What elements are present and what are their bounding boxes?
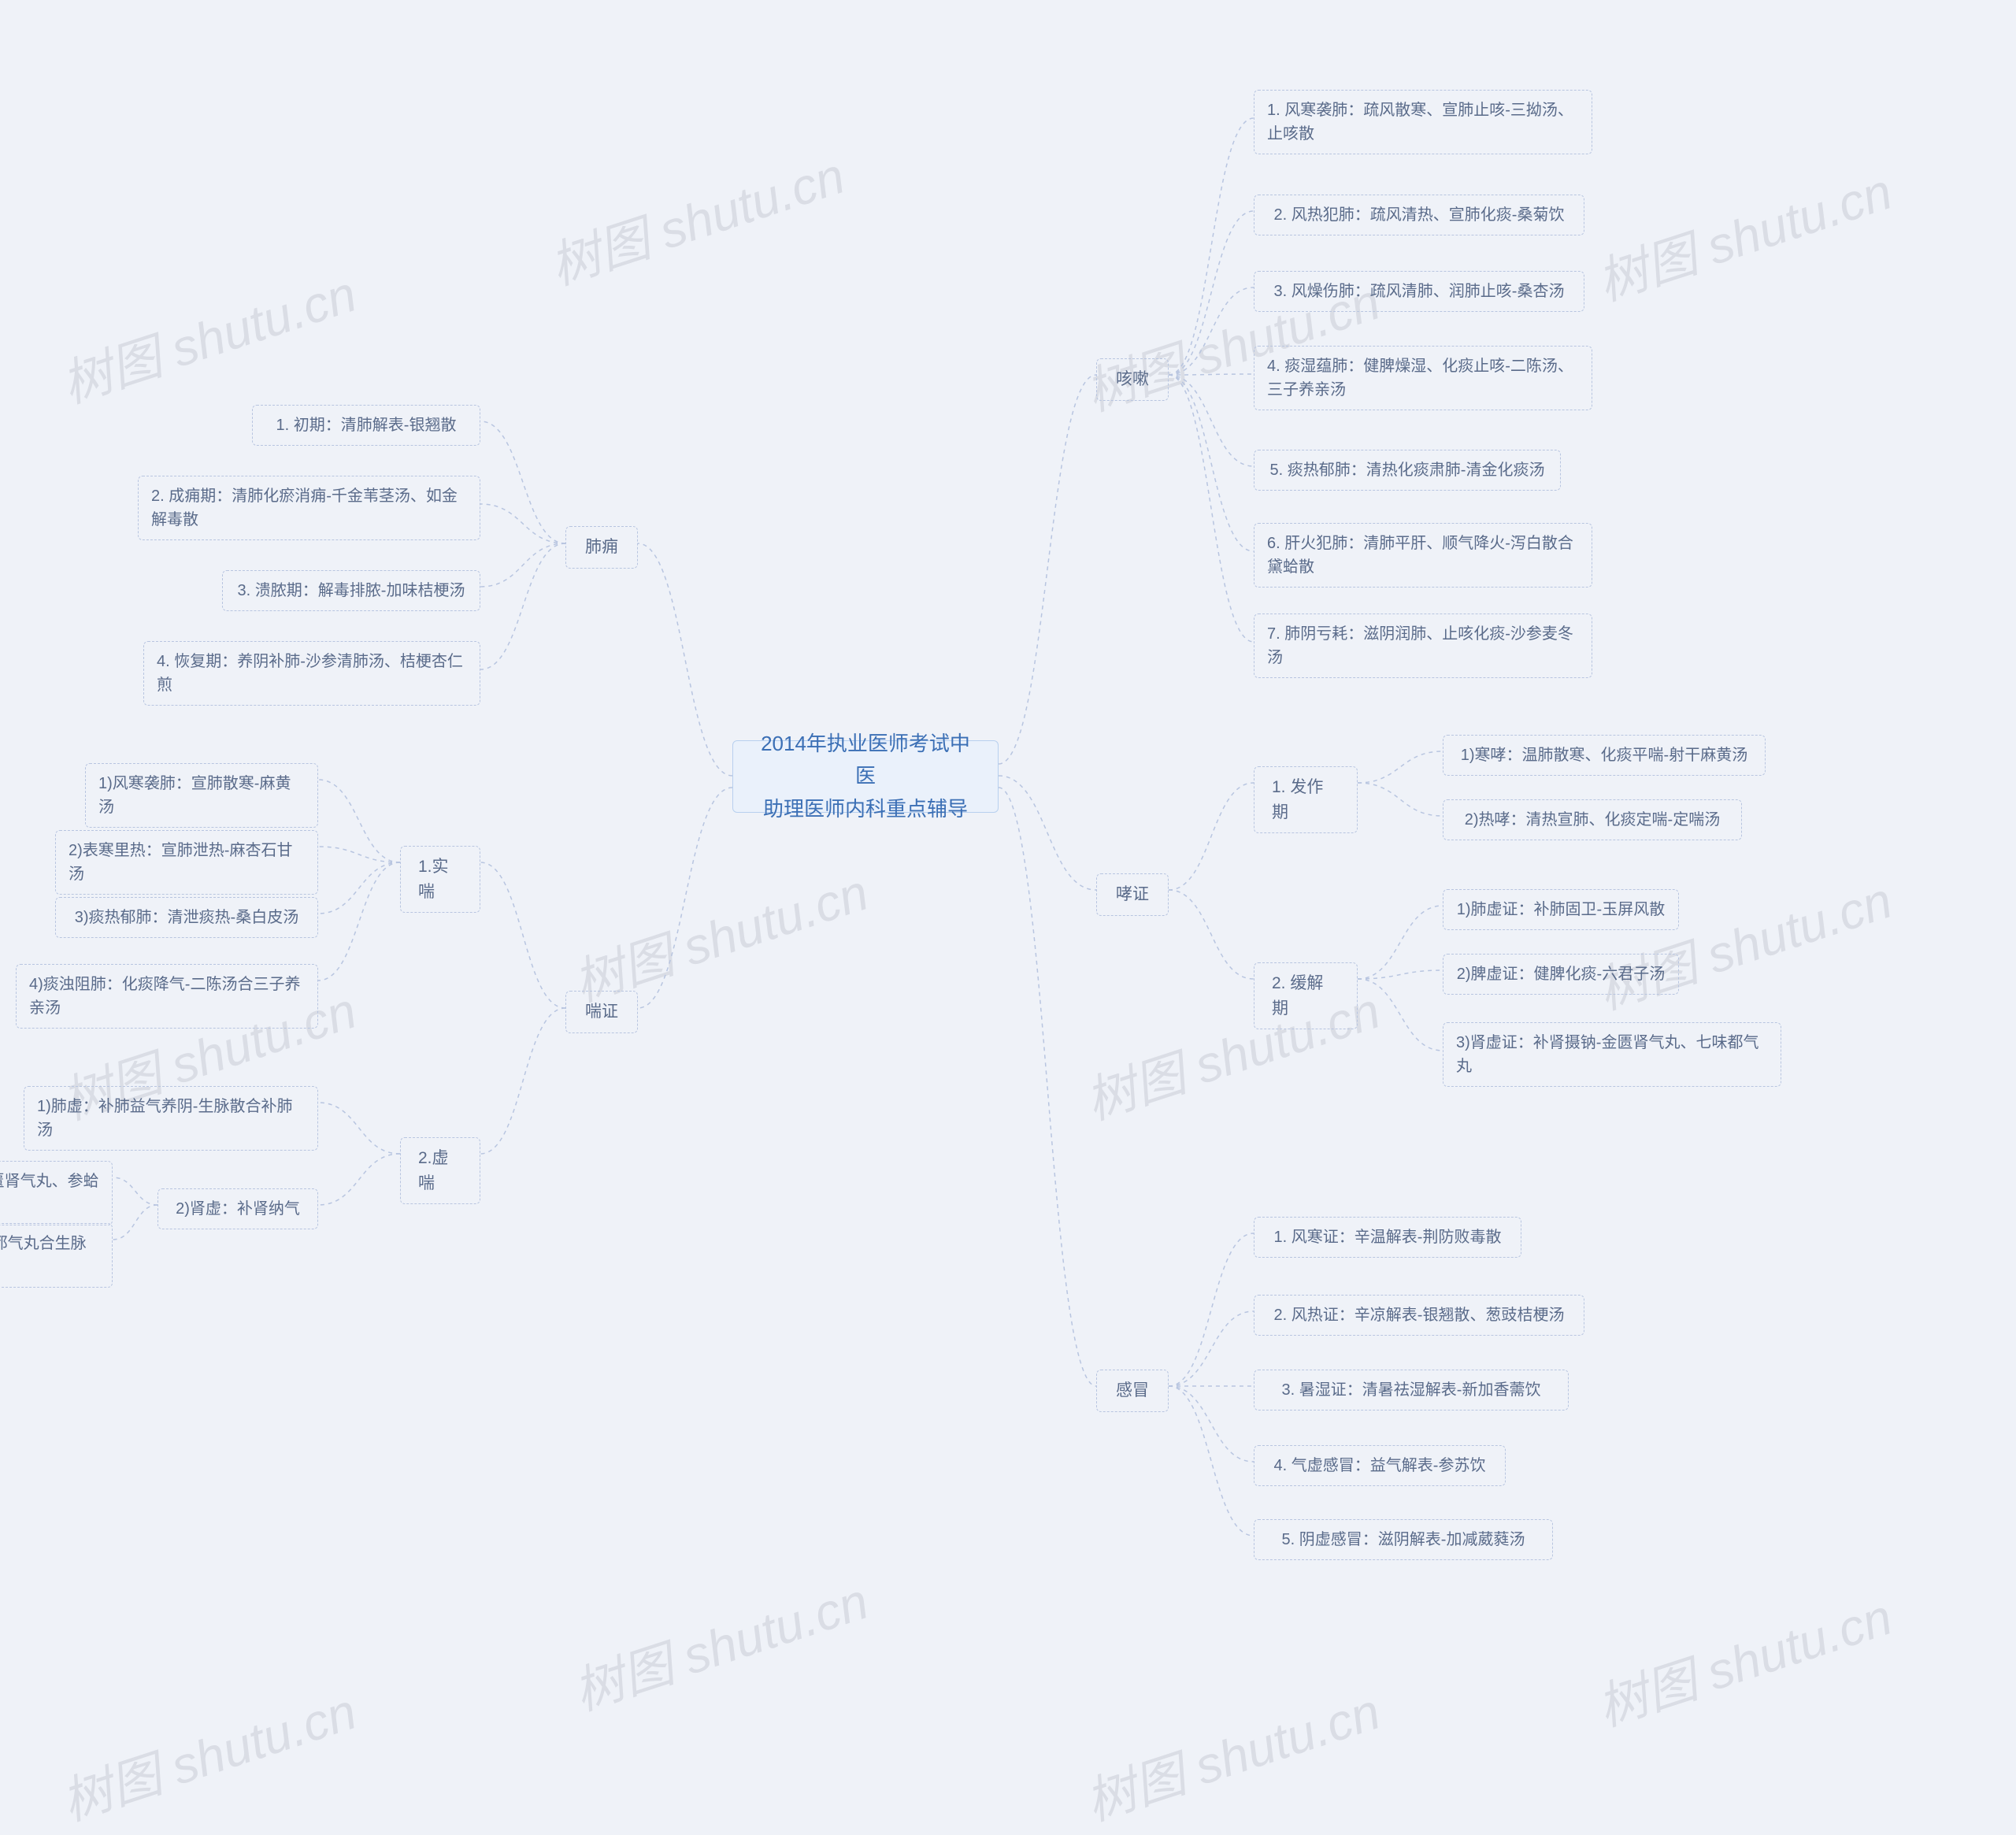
label: 喘证 xyxy=(585,999,618,1025)
leaf-kesou-6[interactable]: 6. 肝火犯肺：清肺平肝、顺气降火-泻白散合黛蛤散 xyxy=(1254,523,1592,588)
text: 1)风寒袭肺：宣肺散寒-麻黄汤 xyxy=(98,772,305,819)
label: 2.虚喘 xyxy=(418,1146,462,1196)
leaf-xuchuan-1[interactable]: 1)肺虚：补肺益气养阴-生脉散合补肺汤 xyxy=(24,1086,318,1151)
text: 2)表寒里热：宣肺泄热-麻杏石甘汤 xyxy=(69,839,305,886)
leaf-shenyin[interactable]: 肾阴虚-七味都气丸合生脉散 xyxy=(0,1223,113,1288)
text: 2. 风热证：辛凉解表-银翘散、葱豉桔梗汤 xyxy=(1274,1303,1565,1327)
watermark: 树图 shutu.cn xyxy=(51,254,364,417)
leaf-kesou-2[interactable]: 2. 风热犯肺：疏风清热、宣肺化痰-桑菊饮 xyxy=(1254,195,1584,235)
branch-chuanzheng[interactable]: 喘证 xyxy=(565,991,638,1033)
label: 感冒 xyxy=(1116,1378,1149,1403)
branch-xiaozh[interactable]: 哮证 xyxy=(1096,873,1169,916)
label: 咳嗽 xyxy=(1116,367,1149,392)
watermark: 树图 shutu.cn xyxy=(1587,1577,1899,1740)
watermark: 树图 shutu.cn xyxy=(51,1671,364,1834)
branch-huanjieqi[interactable]: 2. 缓解期 xyxy=(1254,962,1358,1029)
text: 3)痰热郁肺：清泄痰热-桑白皮汤 xyxy=(75,906,298,929)
watermark: 树图 shutu.cn xyxy=(1587,151,1899,314)
text: 2. 风热犯肺：疏风清热、宣肺化痰-桑菊饮 xyxy=(1274,203,1565,227)
leaf-kesou-3[interactable]: 3. 风燥伤肺：疏风清肺、润肺止咳-桑杏汤 xyxy=(1254,271,1584,312)
branch-shichuan[interactable]: 1.实喘 xyxy=(400,846,480,913)
leaf-fazuo-1[interactable]: 1)寒哮：温肺散寒、化痰平喘-射干麻黄汤 xyxy=(1443,735,1766,776)
text: 2)脾虚证：健脾化痰-六君子汤 xyxy=(1457,962,1665,986)
text: 1. 风寒证：辛温解表-荆防败毒散 xyxy=(1274,1225,1502,1249)
leaf-feiyong-3[interactable]: 3. 溃脓期：解毒排脓-加味桔梗汤 xyxy=(222,570,480,611)
text: 1)寒哮：温肺散寒、化痰平喘-射干麻黄汤 xyxy=(1461,743,1747,767)
leaf-huanjie-1[interactable]: 1)肺虚证：补肺固卫-玉屏风散 xyxy=(1443,889,1679,930)
leaf-ganmao-4[interactable]: 4. 气虚感冒：益气解表-参苏饮 xyxy=(1254,1445,1506,1486)
text: 2. 成痈期：清肺化瘀消痈-千金苇茎汤、如金解毒散 xyxy=(151,484,467,532)
watermark: 树图 shutu.cn xyxy=(1075,1671,1388,1834)
leaf-kesou-1[interactable]: 1. 风寒袭肺：疏风散寒、宣肺止咳-三拗汤、止咳散 xyxy=(1254,90,1592,154)
text: 肾阳虚-金匮肾气丸、参蛤散 xyxy=(0,1170,99,1217)
leaf-ganmao-3[interactable]: 3. 暑湿证：清暑祛湿解表-新加香薷饮 xyxy=(1254,1370,1569,1411)
text: 肾阴虚-七味都气丸合生脉散 xyxy=(0,1232,99,1279)
branch-xuchuan[interactable]: 2.虚喘 xyxy=(400,1137,480,1204)
text: 4. 气虚感冒：益气解表-参苏饮 xyxy=(1274,1454,1486,1477)
leaf-shichuan-4[interactable]: 4)痰浊阻肺：化痰降气-二陈汤合三子养亲汤 xyxy=(16,964,318,1029)
leaf-shichuan-2[interactable]: 2)表寒里热：宣肺泄热-麻杏石甘汤 xyxy=(55,830,318,895)
label: 2. 缓解期 xyxy=(1272,971,1340,1021)
text: 3)肾虚证：补肾摄钠-金匮肾气丸、七味都气丸 xyxy=(1456,1031,1768,1078)
text: 1)肺虚：补肺益气养阴-生脉散合补肺汤 xyxy=(37,1095,305,1142)
leaf-feiyong-4[interactable]: 4. 恢复期：养阴补肺-沙参清肺汤、桔梗杏仁煎 xyxy=(143,641,480,706)
label: 1. 发作期 xyxy=(1272,775,1340,825)
text: 5. 阴虚感冒：滋阴解表-加减葳蕤汤 xyxy=(1282,1528,1525,1551)
text: 1)肺虚证：补肺固卫-玉屏风散 xyxy=(1457,898,1665,921)
label: 肺痈 xyxy=(585,535,618,560)
branch-fazuoqi[interactable]: 1. 发作期 xyxy=(1254,766,1358,833)
leaf-kesou-7[interactable]: 7. 肺阴亏耗：滋阴润肺、止咳化痰-沙参麦冬汤 xyxy=(1254,614,1592,678)
leaf-huanjie-3[interactable]: 3)肾虚证：补肾摄钠-金匮肾气丸、七味都气丸 xyxy=(1443,1022,1781,1087)
watermark: 树图 shutu.cn xyxy=(563,1561,876,1724)
text: 4. 痰湿蕴肺：健脾燥湿、化痰止咳-二陈汤、三子养亲汤 xyxy=(1267,354,1579,402)
leaf-shichuan-1[interactable]: 1)风寒袭肺：宣肺散寒-麻黄汤 xyxy=(85,763,318,828)
text: 4)痰浊阻肺：化痰降气-二陈汤合三子养亲汤 xyxy=(29,973,305,1020)
leaf-shichuan-3[interactable]: 3)痰热郁肺：清泄痰热-桑白皮汤 xyxy=(55,897,318,938)
branch-feiyong[interactable]: 肺痈 xyxy=(565,526,638,569)
text: 6. 肝火犯肺：清肺平肝、顺气降火-泻白散合黛蛤散 xyxy=(1267,532,1579,579)
text: 7. 肺阴亏耗：滋阴润肺、止咳化痰-沙参麦冬汤 xyxy=(1267,622,1579,669)
watermark: 树图 shutu.cn xyxy=(1587,860,1899,1023)
leaf-huanjie-2[interactable]: 2)脾虚证：健脾化痰-六君子汤 xyxy=(1443,954,1679,995)
text: 2)热哮：清热宣肺、化痰定喘-定喘汤 xyxy=(1465,808,1720,832)
leaf-shenyang[interactable]: 肾阳虚-金匮肾气丸、参蛤散 xyxy=(0,1161,113,1225)
branch-kesou[interactable]: 咳嗽 xyxy=(1096,358,1169,401)
leaf-kesou-5[interactable]: 5. 痰热郁肺：清热化痰肃肺-清金化痰汤 xyxy=(1254,450,1561,491)
watermark: 树图 shutu.cn xyxy=(539,135,852,298)
leaf-ganmao-2[interactable]: 2. 风热证：辛凉解表-银翘散、葱豉桔梗汤 xyxy=(1254,1295,1584,1336)
leaf-feiyong-1[interactable]: 1. 初期：清肺解表-银翘散 xyxy=(252,405,480,446)
text: 2)肾虚：补肾纳气 xyxy=(176,1197,300,1221)
text: 1. 初期：清肺解表-银翘散 xyxy=(276,413,457,437)
leaf-fazuo-2[interactable]: 2)热哮：清热宣肺、化痰定喘-定喘汤 xyxy=(1443,799,1742,840)
text: 3. 暑湿证：清暑祛湿解表-新加香薷饮 xyxy=(1282,1378,1541,1402)
root-node[interactable]: 2014年执业医师考试中医助理医师内科重点辅导 xyxy=(732,740,999,813)
text: 3. 风燥伤肺：疏风清肺、润肺止咳-桑杏汤 xyxy=(1274,280,1565,303)
label: 1.实喘 xyxy=(418,854,462,904)
leaf-kesou-4[interactable]: 4. 痰湿蕴肺：健脾燥湿、化痰止咳-二陈汤、三子养亲汤 xyxy=(1254,346,1592,410)
leaf-feiyong-2[interactable]: 2. 成痈期：清肺化瘀消痈-千金苇茎汤、如金解毒散 xyxy=(138,476,480,540)
leaf-xuchuan-2[interactable]: 2)肾虚：补肾纳气 xyxy=(158,1188,318,1229)
label: 哮证 xyxy=(1116,882,1149,907)
root-text: 2014年执业医师考试中医助理医师内科重点辅导 xyxy=(752,728,979,826)
leaf-ganmao-1[interactable]: 1. 风寒证：辛温解表-荆防败毒散 xyxy=(1254,1217,1521,1258)
text: 1. 风寒袭肺：疏风散寒、宣肺止咳-三拗汤、止咳散 xyxy=(1267,98,1579,146)
text: 4. 恢复期：养阴补肺-沙参清肺汤、桔梗杏仁煎 xyxy=(157,650,467,697)
text: 3. 溃脓期：解毒排脓-加味桔梗汤 xyxy=(238,579,465,602)
branch-ganmao[interactable]: 感冒 xyxy=(1096,1370,1169,1412)
leaf-ganmao-5[interactable]: 5. 阴虚感冒：滋阴解表-加减葳蕤汤 xyxy=(1254,1519,1553,1560)
text: 5. 痰热郁肺：清热化痰肃肺-清金化痰汤 xyxy=(1270,458,1545,482)
